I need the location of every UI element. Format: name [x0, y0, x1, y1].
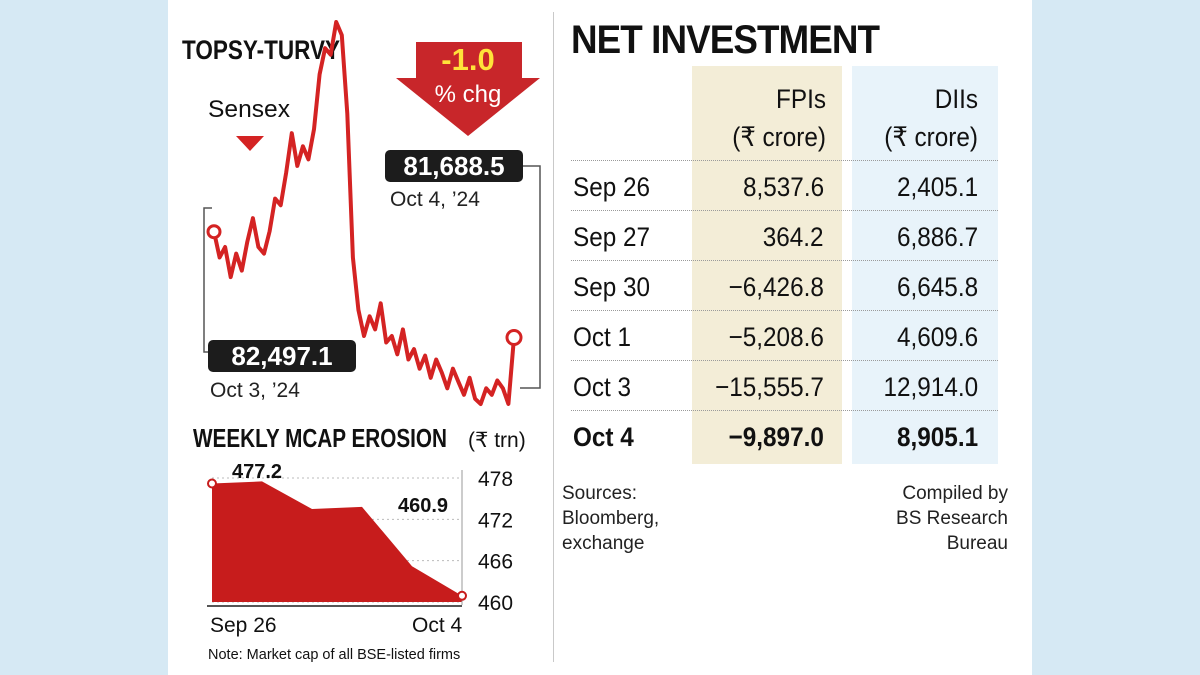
mcap-y-tick-label: 472: [478, 509, 513, 532]
mcap-y-tick-label: 466: [478, 551, 513, 574]
start-date: Oct 3, ’24: [210, 379, 300, 402]
fpi-header-line1: FPIs: [776, 84, 826, 114]
mcap-start-point: [207, 478, 217, 489]
sensex-series-label: Sensex: [208, 96, 290, 123]
sensex-line: [212, 20, 516, 406]
change-unit: % chg: [435, 81, 502, 108]
row-fpi: −5,208.6: [728, 322, 824, 352]
row-dii: 6,645.8: [896, 272, 978, 302]
row-fpi: −9,897.0: [728, 422, 824, 452]
compiled-by-note: Compiled by BS Research Bureau: [860, 481, 1008, 556]
mcap-label-start: 477.2: [232, 461, 282, 483]
table-title: NET INVESTMENT: [571, 18, 880, 62]
mcap-unit: (₹ trn): [468, 429, 526, 452]
mcap-title: WEEKLY MCAP EROSION: [193, 423, 447, 453]
row-date: Sep 26: [573, 172, 651, 202]
panel-divider: [553, 12, 554, 662]
mcap-label-mid: 460.9: [398, 495, 448, 517]
row-fpi: 364.2: [763, 222, 824, 252]
row-date: Oct 1: [573, 322, 632, 352]
fpi-header-line2: (₹ crore): [732, 122, 826, 152]
end-date: Oct 4, ’24: [390, 188, 480, 211]
table-row: Oct 4 −9,897.0 8,905.1: [571, 410, 998, 461]
table-row: Oct 1 −5,208.6 4,609.6: [571, 310, 998, 361]
source-line: Sources:: [562, 483, 637, 504]
compiled-line: BS Research: [896, 508, 1008, 529]
mcap-x-end: Oct 4: [412, 614, 463, 637]
change-value: -1.0: [441, 42, 494, 77]
mcap-y-tick-label: 478: [478, 468, 513, 491]
table-row: Sep 30 −6,426.8 6,645.8: [571, 260, 998, 311]
fpi-column-header: FPIs (₹ crore): [705, 80, 826, 156]
source-line: Bloomberg,: [562, 508, 660, 529]
compiled-line: Bureau: [946, 533, 1008, 554]
fpi-column-background: [692, 66, 842, 464]
end-value: 81,688.5: [403, 151, 504, 181]
table-row: Sep 27 364.2 6,886.7: [571, 210, 998, 261]
sensex-start-point: [206, 224, 222, 240]
sensex-chart-title: TOPSY-TURVY: [182, 35, 340, 65]
mcap-end-point: [457, 590, 467, 601]
end-bracket: [520, 165, 541, 389]
row-date: Sep 27: [573, 222, 651, 252]
mcap-y-tick-label: 460: [478, 592, 513, 615]
row-date: Oct 4: [573, 422, 634, 452]
mcap-x-start: Sep 26: [210, 614, 277, 637]
sources-note: Sources: Bloomberg, exchange: [562, 481, 659, 556]
start-value-box: [208, 340, 356, 372]
change-arrow-icon: [396, 42, 540, 136]
row-fpi: 8,537.6: [742, 172, 824, 202]
sensex-marker-icon: [236, 136, 264, 151]
row-date: Sep 30: [573, 272, 651, 302]
sensex-end-point: [505, 328, 523, 346]
row-dii: 2,405.1: [896, 172, 978, 202]
row-dii: 8,905.1: [896, 422, 978, 452]
start-value: 82,497.1: [231, 341, 332, 371]
row-dii: 6,886.7: [896, 222, 978, 252]
row-dii: 12,914.0: [883, 372, 978, 402]
table-row: Oct 3 −15,555.7 12,914.0: [571, 360, 998, 411]
mcap-area: [212, 481, 462, 602]
dii-header-line1: DIIs: [934, 84, 978, 114]
mcap-y-ticks: 478 472 466 460: [478, 468, 513, 615]
row-dii: 4,609.6: [896, 322, 978, 352]
source-line: exchange: [562, 533, 645, 554]
dii-column-background: [852, 66, 998, 464]
compiled-line: Compiled by: [902, 483, 1008, 504]
row-fpi: −15,555.7: [715, 372, 824, 402]
row-fpi: −6,426.8: [728, 272, 824, 302]
row-date: Oct 3: [573, 372, 632, 402]
mcap-note: Note: Market cap of all BSE-listed firms: [208, 647, 460, 663]
dii-column-header: DIIs (₹ crore): [865, 80, 978, 156]
table-row: Sep 26 8,537.6 2,405.1: [571, 160, 998, 211]
end-value-box: [385, 150, 523, 182]
dii-header-line2: (₹ crore): [884, 122, 978, 152]
